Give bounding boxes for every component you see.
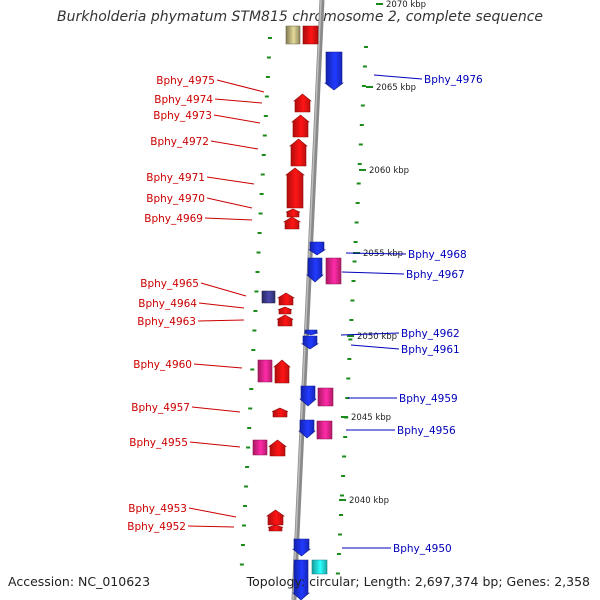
scale-label: 2040 kbp [349,496,389,506]
gene-label-bphy-4972: Bphy_4972 [150,136,209,148]
scale-label: 2050 kbp [357,332,397,342]
gene-glyph [300,335,320,350]
gene-label-bphy-4953: Bphy_4953 [128,503,187,515]
gene-glyph [298,419,316,439]
gene-glyph [267,524,284,532]
gene-label-bphy-4956: Bphy_4956 [397,425,456,437]
accession-label: Accession: NC_010623 [8,574,151,589]
gene-label-bphy-4973: Bphy_4973 [153,110,212,122]
gene-glyph [325,257,342,285]
gene-glyph [276,314,294,327]
gene-label-bphy-4952: Bphy_4952 [127,521,186,533]
gene-leader-line [206,176,255,185]
gene-leader-line [216,79,265,93]
gene-glyph [316,420,333,440]
gene-label-bphy-4963: Bphy_4963 [137,316,196,328]
map-title: Burkholderia phymatum STM815 chromosome … [56,9,543,25]
gene-label-bphy-4961: Bphy_4961 [401,344,460,356]
gene-leader-line [200,282,247,297]
gene-leader-line [206,197,253,209]
gene-leader-line [373,74,423,80]
gene-glyph [289,138,308,167]
gene-leader-line [213,114,261,124]
gene-glyph [266,509,285,526]
gene-glyph [285,208,301,218]
gene-label-bphy-4957: Bphy_4957 [131,402,190,414]
gene-leader-line [345,252,407,255]
gene-glyph [324,51,344,91]
scale-label: 2045 kbp [351,413,391,423]
backbone-line [291,0,325,600]
gene-label-bphy-4950: Bphy_4950 [393,543,452,555]
gene-label-bphy-4976: Bphy_4976 [424,74,483,86]
scale-label: 2060 kbp [369,166,409,176]
gene-glyph [252,439,268,456]
gene-glyph [303,329,319,336]
gene-glyph [285,25,301,45]
gene-glyph [291,114,310,138]
gene-label-bphy-4970: Bphy_4970 [146,193,205,205]
gene-label-bphy-4974: Bphy_4974 [154,94,213,106]
gene-glyph [273,359,291,384]
gene-label-bphy-4955: Bphy_4955 [129,437,188,449]
gene-label-bphy-4967: Bphy_4967 [406,269,465,281]
gene-leader-line [189,441,241,448]
gene-label-bphy-4968: Bphy_4968 [408,249,467,261]
gene-label-bphy-4959: Bphy_4959 [399,393,458,405]
gene-glyph [306,257,324,283]
gene-glyph [307,241,327,256]
gene-glyph [302,25,319,45]
gene-leader-line [197,319,245,322]
gene-label-bphy-4971: Bphy_4971 [146,172,205,184]
gene-glyph [292,538,311,557]
gene-glyph [299,385,317,407]
gene-glyph [292,559,310,600]
gene-leader-line [198,302,245,309]
gene-glyph [277,306,293,315]
gene-glyph [293,93,312,113]
gene-glyph [276,292,296,306]
topology-label: Topology: circular; Length: 2,697,374 bp… [246,574,590,589]
gene-label-bphy-4965: Bphy_4965 [140,278,199,290]
gene-label-bphy-4960: Bphy_4960 [133,359,192,371]
scale-label: 2065 kbp [376,83,416,93]
gene-leader-line [350,344,400,350]
gene-glyph [311,559,328,575]
gene-label-bphy-4975: Bphy_4975 [156,75,215,87]
gene-leader-line [340,332,400,336]
backbone-highlight [292,0,322,600]
gene-glyph [268,439,287,457]
gene-label-bphy-4964: Bphy_4964 [138,298,197,310]
gene-leader-line [214,98,263,104]
gene-leader-line [341,271,405,275]
gene-glyph [285,167,305,209]
gene-leader-line [187,525,235,528]
gene-leader-line [204,217,253,221]
gene-leader-line [193,363,243,369]
gene-leader-line [191,406,241,413]
gene-leader-line [188,507,237,518]
gene-glyph [271,407,289,418]
gene-glyph [261,290,276,304]
gene-glyph [282,216,302,230]
gene-glyph [317,387,334,407]
gene-glyph [257,359,273,383]
gene-label-bphy-4962: Bphy_4962 [401,328,460,340]
gene-leader-line [210,140,259,150]
scale-label: 2070 kbp [386,0,426,10]
gene-label-bphy-4969: Bphy_4969 [144,213,203,225]
